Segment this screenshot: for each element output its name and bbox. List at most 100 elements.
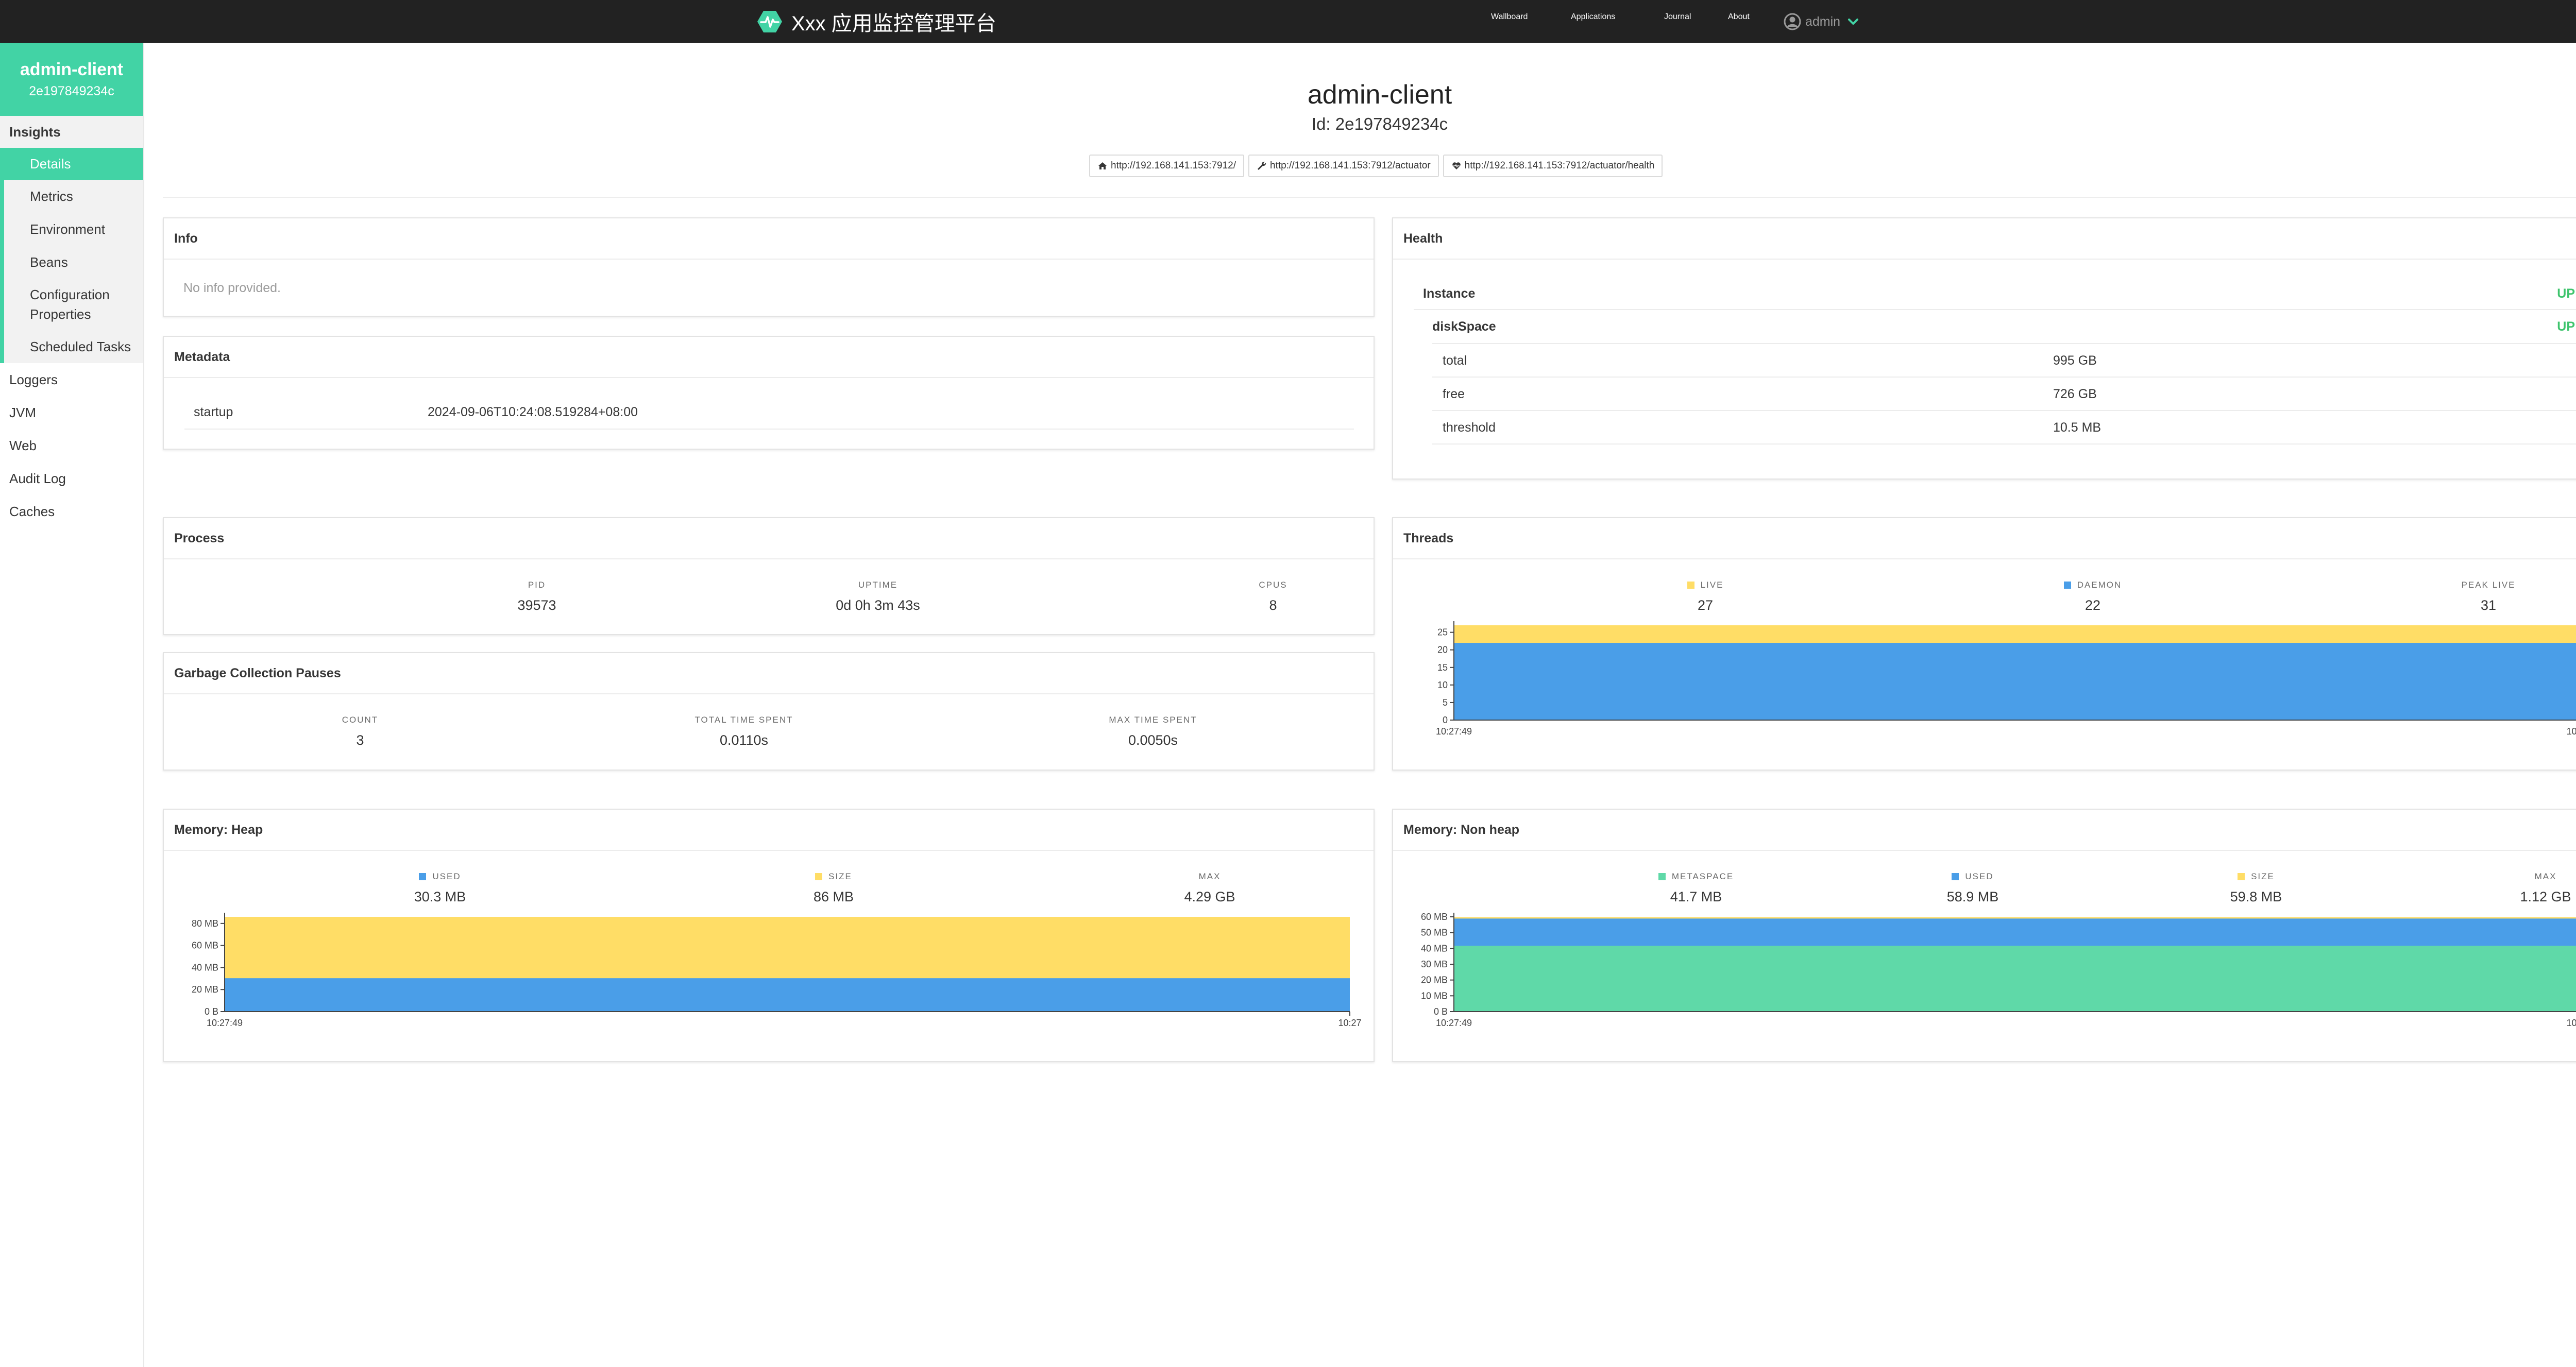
- y-tick-label: 30 MB: [1421, 959, 1448, 969]
- health-instance-label: Instance: [1423, 286, 1476, 301]
- threads-chart: 0 5 10 15 20 25 10:27:49 10:27: [1436, 621, 2576, 737]
- sidebar-item-scheduled-tasks[interactable]: Scheduled Tasks: [0, 330, 143, 363]
- actuator-url-text: http://192.168.141.153:7912/actuator: [1270, 160, 1431, 171]
- x-tick-label: 10:27: [2566, 1018, 2576, 1028]
- gc-card-title: Garbage Collection Pauses: [164, 653, 1374, 694]
- x-tick-label: 10:27:49: [1436, 726, 1472, 737]
- y-tick-label: 40 MB: [1421, 943, 1448, 953]
- wrench-icon: [1258, 161, 1266, 170]
- health-detail-value: 995 GB: [2053, 353, 2097, 368]
- nonheap-stat-label: MAX: [2534, 872, 2557, 881]
- heap-stat-label: SIZE: [731, 872, 937, 882]
- sidebar-app-id: 2e197849234c: [29, 84, 114, 98]
- nonheap-card-title: Memory: Non heap: [1393, 810, 2576, 851]
- health-component-name: diskSpace: [1432, 319, 1496, 334]
- process-card: Process PID 39573 UPTIME 0d 0h 3m 43s CP…: [163, 517, 1375, 635]
- user-circle-icon: [1784, 13, 1801, 30]
- home-url-link[interactable]: http://192.168.141.153:7912/: [1089, 155, 1244, 177]
- health-divider: [1432, 377, 2576, 378]
- sidebar-app-header[interactable]: admin-client 2e197849234c: [0, 43, 143, 116]
- heap-stat-value: 4.29 GB: [1184, 889, 1235, 904]
- y-tick-label: 20 MB: [192, 984, 218, 995]
- nav-about[interactable]: About: [1728, 12, 1750, 21]
- x-tick-label: 10:27:49: [1436, 1018, 1472, 1028]
- heap-stat-value: 86 MB: [813, 889, 854, 904]
- x-tick-label: 10:27: [1338, 1018, 1361, 1028]
- nonheap-chart: 0 B 10 MB 20 MB 30 MB 40 MB 50 MB 60 MB 10:27:4…: [1421, 912, 2576, 1028]
- nonheap-stat-value: 59.8 MB: [2230, 889, 2282, 904]
- chevron-down-icon: [1848, 19, 1859, 25]
- health-url-link[interactable]: http://192.168.141.153:7912/actuator/hea…: [1443, 155, 1663, 177]
- sidebar-item-web[interactable]: Web: [9, 438, 37, 453]
- nonheap-stat-value: 41.7 MB: [1670, 889, 1722, 904]
- sidebar-item-environment[interactable]: Environment: [0, 213, 143, 246]
- x-tick-label: 10:27: [2566, 726, 2576, 737]
- sidebar-group-insights[interactable]: Insights: [0, 116, 143, 148]
- info-card-title: Info: [164, 218, 1374, 260]
- threads-stat-label: LIVE: [1602, 580, 1808, 590]
- process-stat-label: PID: [528, 580, 546, 590]
- actuator-url-link[interactable]: http://192.168.141.153:7912/actuator: [1248, 155, 1439, 177]
- y-tick-label: 50 MB: [1421, 928, 1448, 938]
- y-tick-label: 15: [1437, 662, 1448, 673]
- y-tick-label: 0 B: [1434, 1006, 1448, 1017]
- legend-swatch-size: [2238, 873, 2245, 880]
- x-tick-label: 10:27:49: [207, 1018, 243, 1028]
- page-subtitle: Id: 2e197849234c: [1311, 114, 1448, 133]
- nonheap-stat-label: METASPACE: [1593, 872, 1799, 882]
- sidebar-item-beans[interactable]: Beans: [0, 246, 143, 279]
- y-tick-label: 10 MB: [1421, 990, 1448, 1001]
- nonheap-stat-value: 58.9 MB: [1946, 889, 1999, 904]
- threads-stat-value: 22: [2084, 597, 2101, 613]
- sidebar-item-loggers[interactable]: Loggers: [9, 372, 58, 387]
- nav-journal[interactable]: Journal: [1664, 12, 1691, 21]
- nav-applications[interactable]: Applications: [1571, 12, 1616, 21]
- process-stat-value: 0d 0h 3m 43s: [836, 597, 920, 613]
- legend-swatch-used: [1952, 873, 1959, 880]
- legend-swatch-size: [815, 873, 823, 880]
- sidebar-item-caches[interactable]: Caches: [9, 504, 55, 519]
- threads-card: Threads LIVE 27 DAEMON 22 PEAK LIVE 31 0…: [1392, 517, 2576, 771]
- threads-stat-value: 27: [1697, 597, 1714, 613]
- health-instance-status: UP: [2557, 286, 2575, 301]
- y-tick-label: 25: [1437, 627, 1448, 638]
- sidebar-item-metrics[interactable]: Metrics: [0, 180, 143, 213]
- sidebar-item-jvm[interactable]: JVM: [9, 405, 36, 420]
- y-tick-label: 5: [1443, 697, 1448, 708]
- legend-swatch-used: [419, 873, 427, 880]
- y-tick-label: 40 MB: [192, 962, 218, 972]
- gc-stat-value: 3: [356, 732, 364, 748]
- process-stat-label: UPTIME: [858, 580, 898, 590]
- top-navbar: Xxx 应用监控管理平台 Wallboard Applications Jour…: [0, 0, 2576, 43]
- health-url-text: http://192.168.141.153:7912/actuator/hea…: [1464, 160, 1655, 171]
- y-tick-label: 60 MB: [192, 941, 218, 951]
- y-tick-label: 80 MB: [192, 918, 218, 929]
- health-divider: [1432, 443, 2576, 445]
- gc-card: Garbage Collection Pauses COUNT 3 TOTAL …: [163, 652, 1375, 771]
- heartbeat-logo-icon: [757, 10, 782, 32]
- threads-stat-value: 31: [2480, 597, 2497, 613]
- info-card: Info No info provided.: [163, 217, 1375, 317]
- process-stat-value: 39573: [517, 597, 556, 613]
- threads-card-title: Threads: [1393, 518, 2576, 559]
- user-name: admin: [1805, 14, 1841, 29]
- gc-stat-label: TOTAL TIME SPENT: [694, 715, 793, 725]
- sidebar-item-audit-log[interactable]: Audit Log: [9, 471, 66, 486]
- heap-stat-value: 30.3 MB: [414, 889, 466, 904]
- sidebar: admin-client 2e197849234c Insights Detai…: [0, 43, 144, 1367]
- heap-card: Memory: Heap USED 30.3 MB SIZE 86 MB MAX…: [163, 809, 1375, 1062]
- sidebar-app-name: admin-client: [20, 60, 124, 79]
- process-stat-value: 8: [1269, 597, 1277, 613]
- heart-icon: [1452, 162, 1461, 169]
- process-stat-label: CPUS: [1259, 580, 1287, 590]
- header-divider: [163, 197, 2576, 198]
- y-tick-label: 20: [1437, 645, 1448, 655]
- nav-wallboard[interactable]: Wallboard: [1491, 12, 1528, 21]
- user-menu[interactable]: admin: [1784, 9, 1860, 34]
- brand[interactable]: Xxx 应用监控管理平台: [756, 0, 996, 43]
- sidebar-item-details[interactable]: Details: [0, 148, 143, 180]
- gc-stat-value: 0.0110s: [719, 732, 769, 748]
- sidebar-item-configuration-properties[interactable]: Configuration Properties: [0, 279, 143, 330]
- area-metaspace: [1454, 946, 2576, 1012]
- heap-card-title: Memory: Heap: [164, 810, 1374, 851]
